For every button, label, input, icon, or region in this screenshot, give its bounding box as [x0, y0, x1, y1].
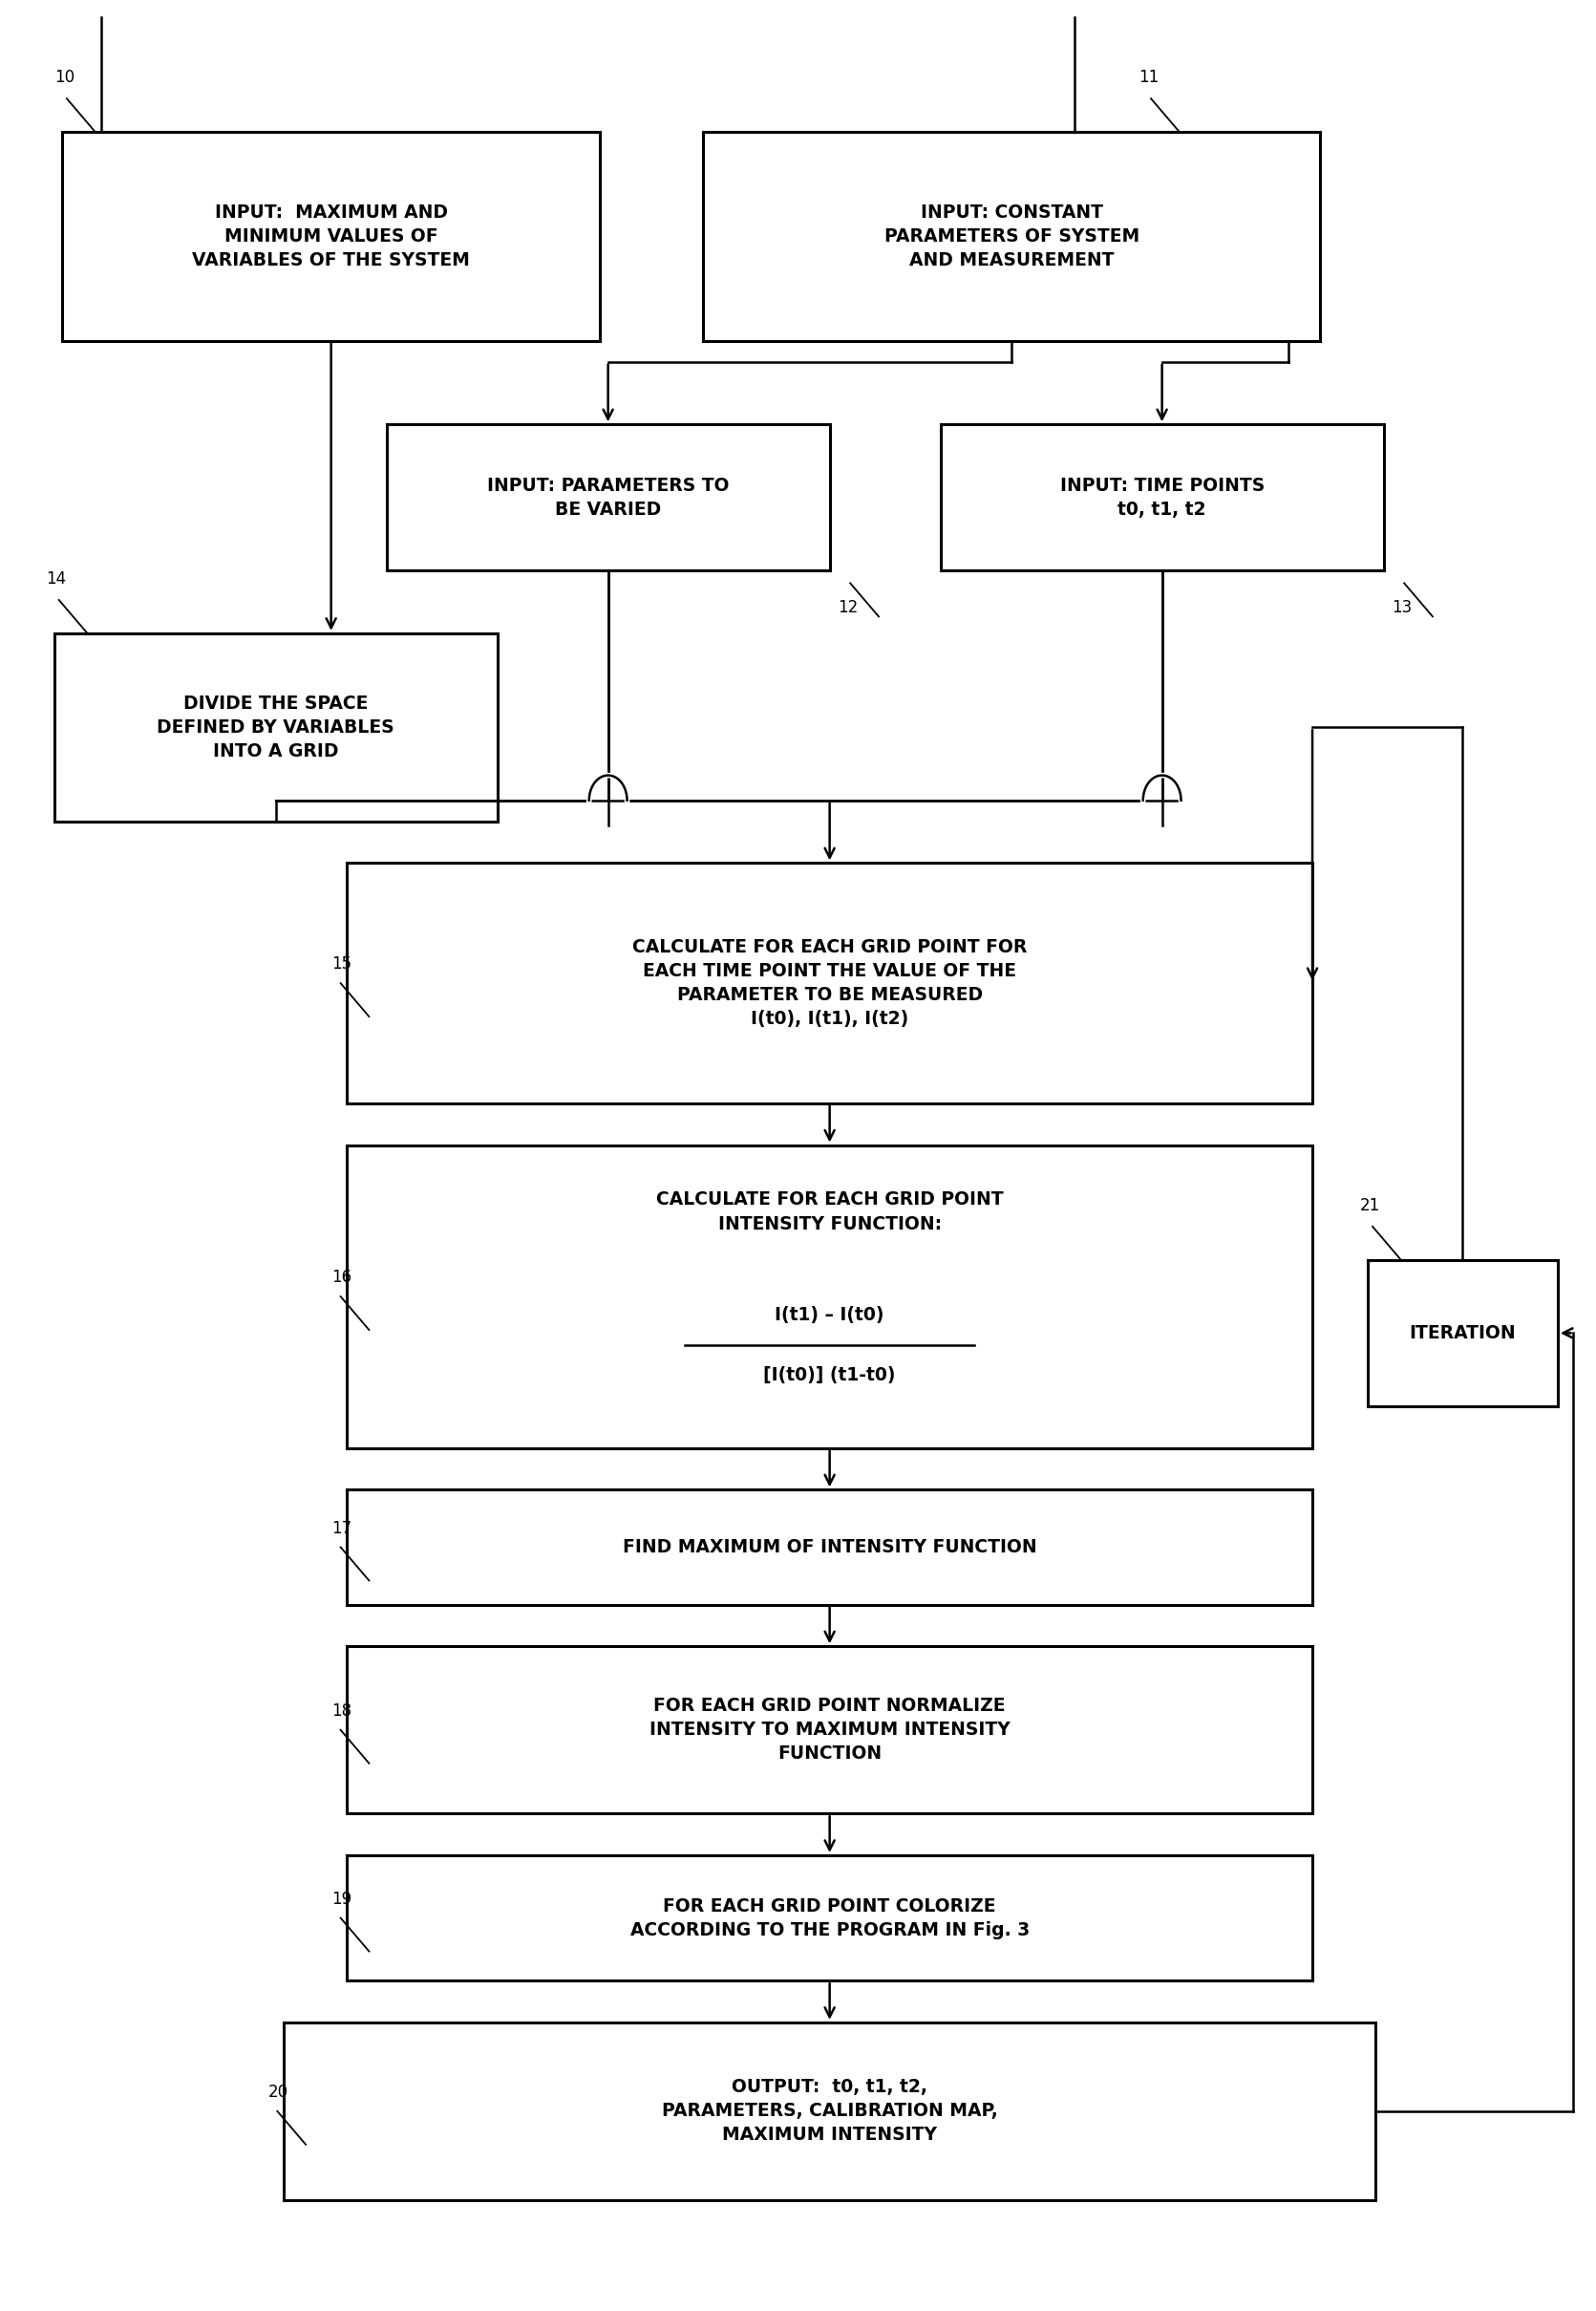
- Text: DIVIDE THE SPACE
DEFINED BY VARIABLES
INTO A GRID: DIVIDE THE SPACE DEFINED BY VARIABLES IN…: [156, 693, 394, 760]
- Text: ITERATION: ITERATION: [1409, 1324, 1516, 1343]
- Bar: [284, 2022, 1376, 2200]
- Bar: [386, 425, 830, 571]
- Bar: [346, 1856, 1312, 1981]
- Bar: [346, 1645, 1312, 1814]
- Bar: [54, 633, 498, 820]
- Text: 12: 12: [838, 599, 859, 617]
- Text: FOR EACH GRID POINT COLORIZE
ACCORDING TO THE PROGRAM IN Fig. 3: FOR EACH GRID POINT COLORIZE ACCORDING T…: [630, 1897, 1029, 1939]
- Text: 19: 19: [330, 1890, 351, 1907]
- Text: 21: 21: [1360, 1197, 1381, 1213]
- Text: INPUT: PARAMETERS TO
BE VARIED: INPUT: PARAMETERS TO BE VARIED: [487, 476, 729, 518]
- Text: INPUT:  MAXIMUM AND
MINIMUM VALUES OF
VARIABLES OF THE SYSTEM: INPUT: MAXIMUM AND MINIMUM VALUES OF VAR…: [192, 203, 469, 270]
- Text: 11: 11: [1138, 69, 1159, 86]
- Text: [I(t0)] (t1-t0): [I(t0)] (t1-t0): [763, 1366, 895, 1384]
- Text: I(t1) – I(t0): I(t1) – I(t0): [776, 1306, 884, 1324]
- Text: 15: 15: [330, 954, 351, 973]
- Text: OUTPUT:  t0, t1, t2,
PARAMETERS, CALIBRATION MAP,
MAXIMUM INTENSITY: OUTPUT: t0, t1, t2, PARAMETERS, CALIBRAT…: [662, 2078, 997, 2145]
- Text: 20: 20: [268, 2085, 287, 2101]
- Bar: [62, 132, 600, 340]
- Text: 17: 17: [330, 1521, 351, 1537]
- Text: 10: 10: [54, 69, 75, 86]
- Bar: [702, 132, 1320, 340]
- Text: 16: 16: [330, 1269, 351, 1285]
- Bar: [346, 862, 1312, 1102]
- Text: 18: 18: [330, 1703, 351, 1719]
- Text: CALCULATE FOR EACH GRID POINT FOR
EACH TIME POINT THE VALUE OF THE
PARAMETER TO : CALCULATE FOR EACH GRID POINT FOR EACH T…: [632, 938, 1028, 1028]
- Text: INPUT: CONSTANT
PARAMETERS OF SYSTEM
AND MEASUREMENT: INPUT: CONSTANT PARAMETERS OF SYSTEM AND…: [884, 203, 1140, 270]
- Text: FOR EACH GRID POINT NORMALIZE
INTENSITY TO MAXIMUM INTENSITY
FUNCTION: FOR EACH GRID POINT NORMALIZE INTENSITY …: [650, 1696, 1010, 1763]
- Bar: [1368, 1259, 1558, 1405]
- Bar: [940, 425, 1384, 571]
- Text: 14: 14: [46, 571, 67, 587]
- Text: FIND MAXIMUM OF INTENSITY FUNCTION: FIND MAXIMUM OF INTENSITY FUNCTION: [622, 1539, 1037, 1555]
- Bar: [346, 1491, 1312, 1604]
- Text: INPUT: TIME POINTS
t0, t1, t2: INPUT: TIME POINTS t0, t1, t2: [1060, 476, 1264, 518]
- Text: 13: 13: [1392, 599, 1412, 617]
- Text: CALCULATE FOR EACH GRID POINT
INTENSITY FUNCTION:: CALCULATE FOR EACH GRID POINT INTENSITY …: [656, 1190, 1004, 1234]
- Bar: [346, 1144, 1312, 1449]
